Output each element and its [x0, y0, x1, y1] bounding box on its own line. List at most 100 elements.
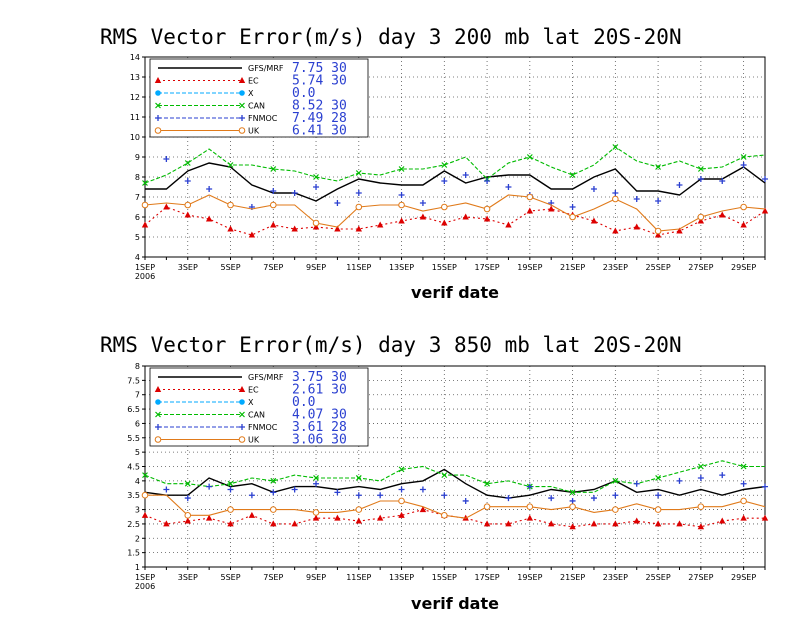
- data-point: [313, 174, 319, 180]
- series-line: [144, 194, 766, 232]
- data-point: [740, 221, 747, 228]
- data-point: [227, 520, 234, 527]
- data-point: [740, 463, 747, 470]
- data-point: [462, 172, 469, 178]
- data-point: [676, 182, 683, 188]
- y-tick-label: 4: [135, 253, 140, 262]
- chart-title: RMS Vector Error(m/s) day 3 200 mb lat 2…: [100, 25, 682, 49]
- data-point: [141, 491, 149, 499]
- data-point: [312, 509, 320, 516]
- y-tick-label: 2: [135, 534, 140, 543]
- data-point: [270, 520, 277, 527]
- x-tick-label: 23SEP: [603, 263, 628, 272]
- data-point: [569, 503, 576, 511]
- data-point: [655, 164, 662, 170]
- x-tick-label: 29SEP: [731, 263, 756, 272]
- data-point: [590, 217, 598, 224]
- x-tick-label: 11SEP: [346, 263, 371, 272]
- data-point: [312, 514, 320, 521]
- data-point: [398, 217, 405, 224]
- data-point: [633, 196, 640, 202]
- data-point: [184, 517, 191, 524]
- series-uk: [141, 193, 766, 235]
- data-point: [163, 203, 170, 210]
- y-tick-label: 10: [130, 133, 140, 142]
- legend-series-stat: 3.75 30: [292, 370, 347, 385]
- y-tick-label: 2.5: [127, 520, 140, 529]
- x-tick-label: 15SEP: [432, 573, 457, 582]
- legend-marker: [239, 102, 245, 109]
- series-fnmoc: [163, 472, 768, 504]
- series-line: [144, 460, 765, 493]
- data-point: [206, 483, 213, 490]
- legend-marker: [155, 115, 161, 121]
- x-tick-label: 21SEP: [560, 573, 585, 582]
- data-point: [334, 225, 341, 232]
- legend: GFS/MRF 3.75 30 EC 2.61 30 X 0.0 CAN 4.07 30 FNM…: [149, 367, 369, 448]
- legend-series-name: FNMOC: [248, 423, 278, 432]
- legend-series-name: EC: [248, 386, 259, 395]
- data-point: [419, 486, 426, 493]
- data-point: [462, 213, 469, 220]
- data-point: [484, 480, 490, 487]
- year-label: 2006: [135, 272, 155, 281]
- legend-series-name: UK: [248, 436, 260, 445]
- data-point: [526, 193, 534, 201]
- data-point: [269, 201, 277, 209]
- y-tick-label: 14: [130, 53, 140, 62]
- data-point: [334, 514, 341, 521]
- data-point: [697, 176, 704, 182]
- x-tick-label: 3SEP: [178, 263, 198, 272]
- data-point: [505, 495, 512, 502]
- data-point: [270, 188, 277, 194]
- x-tick-label: 21SEP: [560, 263, 585, 272]
- data-point: [719, 211, 726, 218]
- series-uk: [141, 491, 766, 519]
- y-tick-label: 11: [130, 113, 140, 122]
- data-point: [184, 512, 192, 519]
- data-point: [227, 486, 234, 493]
- data-point: [441, 162, 448, 168]
- data-point: [355, 170, 362, 176]
- data-point: [142, 472, 148, 479]
- data-point: [376, 221, 384, 228]
- data-point: [376, 514, 384, 521]
- data-point: [590, 186, 597, 192]
- data-point: [612, 492, 619, 499]
- legend-marker: [238, 127, 246, 134]
- data-point: [313, 480, 320, 487]
- data-point: [227, 201, 234, 209]
- data-point: [483, 215, 491, 222]
- data-point: [548, 205, 555, 212]
- chart-2: RMS Vector Error(m/s) day 3 850 mb lat 2…: [100, 333, 769, 613]
- data-point: [269, 506, 277, 513]
- x-axis-label: verif date: [411, 594, 499, 613]
- data-point: [163, 156, 170, 162]
- y-tick-label: 9: [135, 153, 140, 162]
- series-line: [145, 494, 766, 519]
- x-axis-label: verif date: [411, 283, 499, 302]
- data-point: [676, 477, 683, 484]
- data-point: [719, 517, 726, 524]
- data-point: [141, 221, 149, 228]
- data-point: [291, 520, 298, 527]
- legend-series-name: CAN: [248, 411, 265, 420]
- x-tick-label: 11SEP: [346, 573, 371, 582]
- data-point: [483, 503, 491, 511]
- x-tick-label: 3SEP: [178, 573, 198, 582]
- data-point: [398, 192, 405, 198]
- data-point: [184, 211, 191, 218]
- data-point: [590, 495, 597, 502]
- data-point: [548, 520, 555, 527]
- data-point: [719, 178, 726, 184]
- data-point: [184, 201, 192, 209]
- data-point: [526, 207, 534, 214]
- data-point: [612, 477, 619, 484]
- data-point: [184, 480, 191, 487]
- data-point: [441, 492, 448, 499]
- legend-series-name: X: [248, 398, 254, 407]
- x-tick-label: 19SEP: [517, 263, 542, 272]
- y-tick-label: 12: [130, 93, 140, 102]
- data-point: [163, 520, 170, 527]
- data-point: [740, 480, 747, 487]
